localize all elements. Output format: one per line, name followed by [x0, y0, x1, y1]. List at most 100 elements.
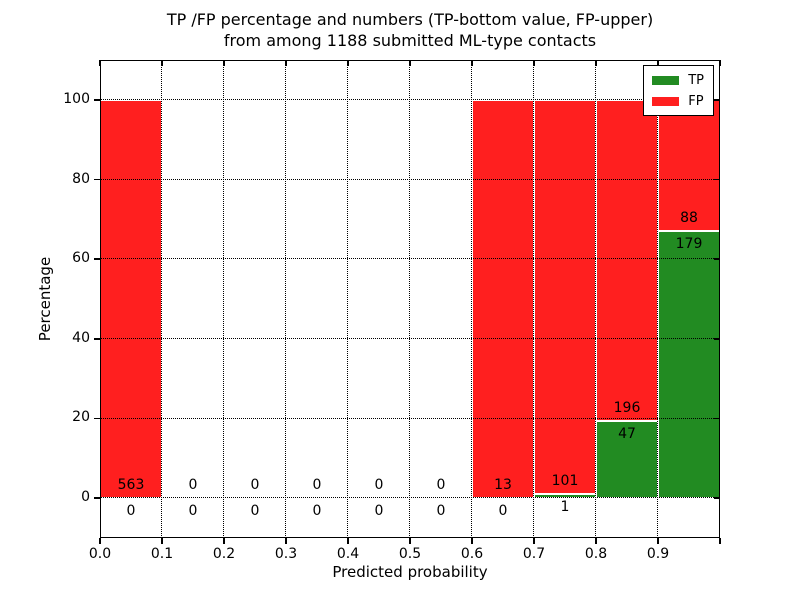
legend-label-tp: TP [688, 72, 704, 88]
tp-count-label: 47 [618, 426, 636, 443]
x-gridline [409, 60, 411, 538]
bar-fp-segment [100, 100, 162, 498]
y-tick-label: 100 [63, 91, 90, 107]
y-tick-left [94, 338, 100, 340]
x-gridline [471, 60, 473, 538]
x-gridline [347, 60, 349, 538]
chart-title-line1: TP /FP percentage and numbers (TP-bottom… [166, 10, 654, 29]
bar-fp-segment [472, 100, 534, 498]
x-tick-label: 0.8 [584, 546, 608, 562]
x-tick-top [533, 60, 535, 66]
y-tick-label: 40 [72, 329, 90, 346]
y-axis-label: Percentage [36, 256, 54, 342]
x-tick-bottom [161, 538, 163, 544]
y-tick-right [714, 338, 720, 340]
x-gridline [533, 60, 535, 538]
x-tick-bottom [657, 538, 659, 544]
tp-count-label: 0 [312, 503, 322, 519]
fp-count-label: 0 [188, 477, 198, 493]
x-gridline [595, 60, 597, 538]
y-tick-left [94, 178, 100, 181]
x-tick-bottom [719, 538, 721, 544]
x-tick-label: 0.4 [336, 546, 360, 562]
x-tick-bottom [347, 538, 349, 544]
x-tick-top [409, 60, 411, 66]
legend-row-tp: TP [652, 71, 704, 89]
tp-count-label: 0 [250, 503, 260, 519]
x-tick-bottom [99, 538, 101, 544]
y-tick-left [94, 99, 100, 101]
tp-swatch-icon [652, 75, 680, 85]
y-gridline [100, 497, 720, 499]
plot-area: TP FP 0 20 40 60 80 100 0.0 0.1 0.2 0.3 0.4 0.5 0.6 0… [63, 60, 721, 562]
x-tick-label: 0.2 [212, 546, 236, 562]
fp-count-label: 196 [613, 400, 641, 417]
legend-label-fp: FP [688, 93, 704, 109]
y-tick-label: 0 [81, 489, 90, 505]
tp-count-label: 0 [374, 503, 384, 519]
x-tick-label: 0.6 [460, 546, 484, 562]
x-tick-top [347, 60, 349, 66]
x-tick-top [471, 60, 473, 66]
x-tick-label: 0.1 [150, 546, 174, 562]
fp-swatch-icon [652, 96, 680, 106]
y-tick-right [714, 497, 720, 499]
y-tick-right [714, 258, 720, 260]
chart-title-line2: from among 1188 submitted ML-type contac… [223, 31, 597, 50]
bar-tp-segment [658, 231, 720, 498]
x-tick-label: 0.0 [88, 546, 112, 562]
x-tick-top [657, 60, 659, 66]
bar-fp-segment [534, 100, 596, 495]
x-gridline [285, 60, 287, 538]
fp-count-label: 0 [436, 477, 446, 493]
y-gridline [100, 178, 720, 180]
y-gridline [100, 258, 720, 260]
x-tick-top [595, 60, 597, 66]
chart-title: TP /FP percentage and numbers (TP-bottom… [100, 9, 720, 51]
y-tick-label: 60 [72, 250, 90, 267]
y-tick-left [94, 417, 100, 420]
y-tick-right [714, 178, 720, 181]
x-axis-label: Predicted probability [332, 563, 488, 581]
y-tick-right [714, 99, 720, 101]
bar-fp-segment [596, 100, 658, 422]
y-gridline [100, 338, 720, 340]
y-tick-label: 20 [72, 409, 90, 426]
x-tick-top [223, 60, 225, 66]
tp-count-label: 0 [436, 503, 446, 519]
x-tick-bottom [409, 538, 411, 544]
fp-count-label: 88 [680, 210, 698, 227]
y-tick-right [714, 417, 720, 420]
y-gridline [100, 417, 720, 419]
x-tick-label: 0.7 [522, 546, 546, 562]
bar-tp-segment [596, 421, 658, 498]
tp-count-label: 0 [188, 503, 198, 519]
x-tick-top [285, 60, 287, 66]
x-gridline [223, 60, 225, 538]
tp-count-label: 179 [675, 236, 703, 253]
y-tick-left [94, 497, 100, 499]
x-tick-top [99, 60, 101, 66]
x-tick-label: 0.3 [274, 546, 298, 562]
legend: TP FP [643, 65, 714, 116]
fp-count-label: 0 [250, 477, 260, 493]
x-tick-bottom [471, 538, 473, 544]
fp-count-label: 0 [374, 477, 384, 493]
x-tick-bottom [533, 538, 535, 544]
fp-count-label: 101 [551, 473, 579, 490]
x-tick-label: 0.5 [398, 546, 422, 562]
x-tick-top [161, 60, 163, 66]
fp-count-label: 13 [494, 477, 512, 493]
y-tick-left [94, 258, 100, 260]
x-gridline [657, 60, 659, 538]
x-tick-bottom [285, 538, 287, 544]
x-tick-label: 0.9 [646, 546, 670, 562]
x-tick-bottom [223, 538, 225, 544]
tp-count-label: 1 [560, 499, 570, 516]
fp-count-label: 563 [117, 477, 145, 493]
y-gridline [100, 99, 720, 101]
y-tick-label: 80 [72, 170, 90, 187]
fp-count-label: 0 [312, 477, 322, 493]
tp-count-label: 0 [126, 503, 136, 519]
